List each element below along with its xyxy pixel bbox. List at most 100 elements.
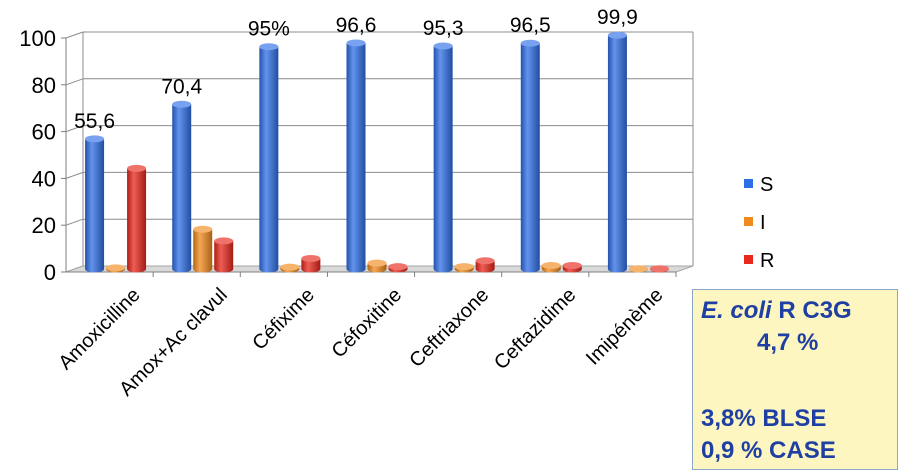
bar-r bbox=[214, 237, 234, 273]
data-label: 95% bbox=[248, 18, 290, 41]
note-line-2: 4,7 % bbox=[757, 329, 819, 356]
note-line-3: 3,8% BLSE bbox=[701, 405, 827, 432]
bar-top bbox=[346, 39, 366, 47]
legend-label: S bbox=[760, 174, 773, 196]
side-gridline bbox=[65, 171, 84, 179]
bar-top bbox=[85, 135, 105, 143]
bar-top bbox=[475, 257, 495, 265]
bar-s bbox=[172, 100, 192, 273]
y-tick-label: 0 bbox=[44, 260, 56, 285]
bar-top bbox=[607, 31, 627, 39]
bar-body bbox=[193, 229, 213, 273]
note-resistance: R C3G bbox=[771, 297, 852, 324]
bar-i bbox=[367, 259, 387, 273]
data-label: 55,6 bbox=[74, 110, 115, 133]
bar-i bbox=[193, 225, 213, 273]
note-organism: E. coli bbox=[701, 297, 772, 324]
y-tick-labels: 0 20 40 60 80 100 bbox=[19, 26, 56, 285]
bar-top bbox=[541, 261, 561, 269]
grid-lines bbox=[65, 31, 693, 273]
data-label: 96,6 bbox=[336, 14, 377, 37]
x-tick-label: Céfixime bbox=[248, 284, 319, 355]
legend-item-i: I bbox=[744, 212, 766, 234]
bar-r bbox=[475, 257, 495, 273]
bar-top bbox=[454, 263, 474, 271]
bar-s bbox=[259, 43, 279, 273]
side-gridline bbox=[65, 78, 84, 86]
side-gridline bbox=[65, 218, 84, 226]
bar-top bbox=[301, 254, 321, 262]
bar-s bbox=[433, 42, 453, 273]
bar-top bbox=[172, 100, 192, 108]
bar-i bbox=[628, 265, 648, 273]
legend-swatch bbox=[744, 179, 753, 188]
bar-top bbox=[193, 225, 213, 233]
legend-item-s: S bbox=[744, 174, 773, 196]
bar-body bbox=[607, 35, 627, 273]
bar-s bbox=[520, 39, 540, 273]
bar-i bbox=[541, 261, 561, 273]
bar-body bbox=[214, 240, 234, 273]
y-tick-label: 40 bbox=[32, 166, 56, 191]
bar-top bbox=[388, 263, 408, 271]
bar-r bbox=[127, 164, 147, 273]
bar-top bbox=[562, 261, 582, 269]
bar-i bbox=[454, 263, 474, 273]
side-gridline bbox=[65, 31, 84, 39]
note-line-4: 0,9 % CASE bbox=[701, 437, 836, 464]
bar-top bbox=[520, 39, 540, 47]
bar-top bbox=[259, 43, 279, 51]
x-tick-label: Céfoxitine bbox=[328, 284, 406, 362]
bar-i bbox=[280, 263, 300, 273]
note-box: E. coli R C3G 4,7 % 3,8% BLSE 0,9 % CASE bbox=[692, 289, 898, 470]
bar-top bbox=[127, 164, 147, 172]
legend-item-r: R bbox=[744, 250, 774, 272]
legend-label: R bbox=[760, 250, 774, 272]
bar-r bbox=[649, 265, 669, 273]
note-line-1: E. coli R C3G bbox=[701, 296, 852, 326]
bar-body bbox=[85, 138, 105, 273]
bar-r bbox=[301, 254, 321, 273]
bar-body bbox=[346, 42, 366, 273]
bar-body bbox=[433, 45, 453, 273]
y-tick-label: 20 bbox=[32, 213, 56, 238]
legend-swatch bbox=[744, 255, 753, 264]
data-label: 95,3 bbox=[423, 17, 464, 40]
bar-i bbox=[106, 264, 126, 273]
data-label: 96,5 bbox=[510, 14, 551, 37]
y-tick-label: 80 bbox=[32, 73, 56, 98]
x-tick-label: Amoxicilline bbox=[54, 284, 144, 374]
bar-s bbox=[85, 135, 105, 273]
data-label: 70,4 bbox=[161, 75, 202, 98]
x-tick-label: Imipénème bbox=[582, 284, 668, 370]
x-tick-label: Ceftriaxone bbox=[405, 284, 493, 372]
y-tick-label: 100 bbox=[19, 26, 56, 51]
bar-body bbox=[172, 104, 192, 273]
data-labels: 55,6 70,4 95% 96,6 95,3 96,5 99,9 bbox=[74, 6, 638, 133]
side-gridline bbox=[65, 125, 84, 133]
bar-body bbox=[520, 43, 540, 273]
bar-s bbox=[607, 31, 627, 273]
legend: SIR bbox=[744, 174, 774, 272]
bar-r bbox=[562, 261, 582, 273]
bar-top bbox=[628, 265, 648, 273]
y-tick-label: 60 bbox=[32, 120, 56, 145]
data-label: 99,9 bbox=[597, 6, 638, 29]
bar-top bbox=[433, 42, 453, 50]
bars bbox=[85, 31, 669, 273]
bar-s bbox=[346, 39, 366, 273]
bar-body bbox=[301, 258, 321, 273]
bar-r bbox=[388, 263, 408, 273]
bar-top bbox=[106, 264, 126, 272]
bar-top bbox=[280, 263, 300, 271]
legend-swatch bbox=[744, 217, 753, 226]
bar-top bbox=[649, 265, 669, 273]
axes bbox=[61, 32, 694, 277]
bar-body bbox=[127, 168, 147, 273]
legend-label: I bbox=[760, 212, 766, 234]
bar-body bbox=[259, 46, 279, 273]
bar-top bbox=[214, 237, 234, 245]
bar-top bbox=[367, 259, 387, 267]
